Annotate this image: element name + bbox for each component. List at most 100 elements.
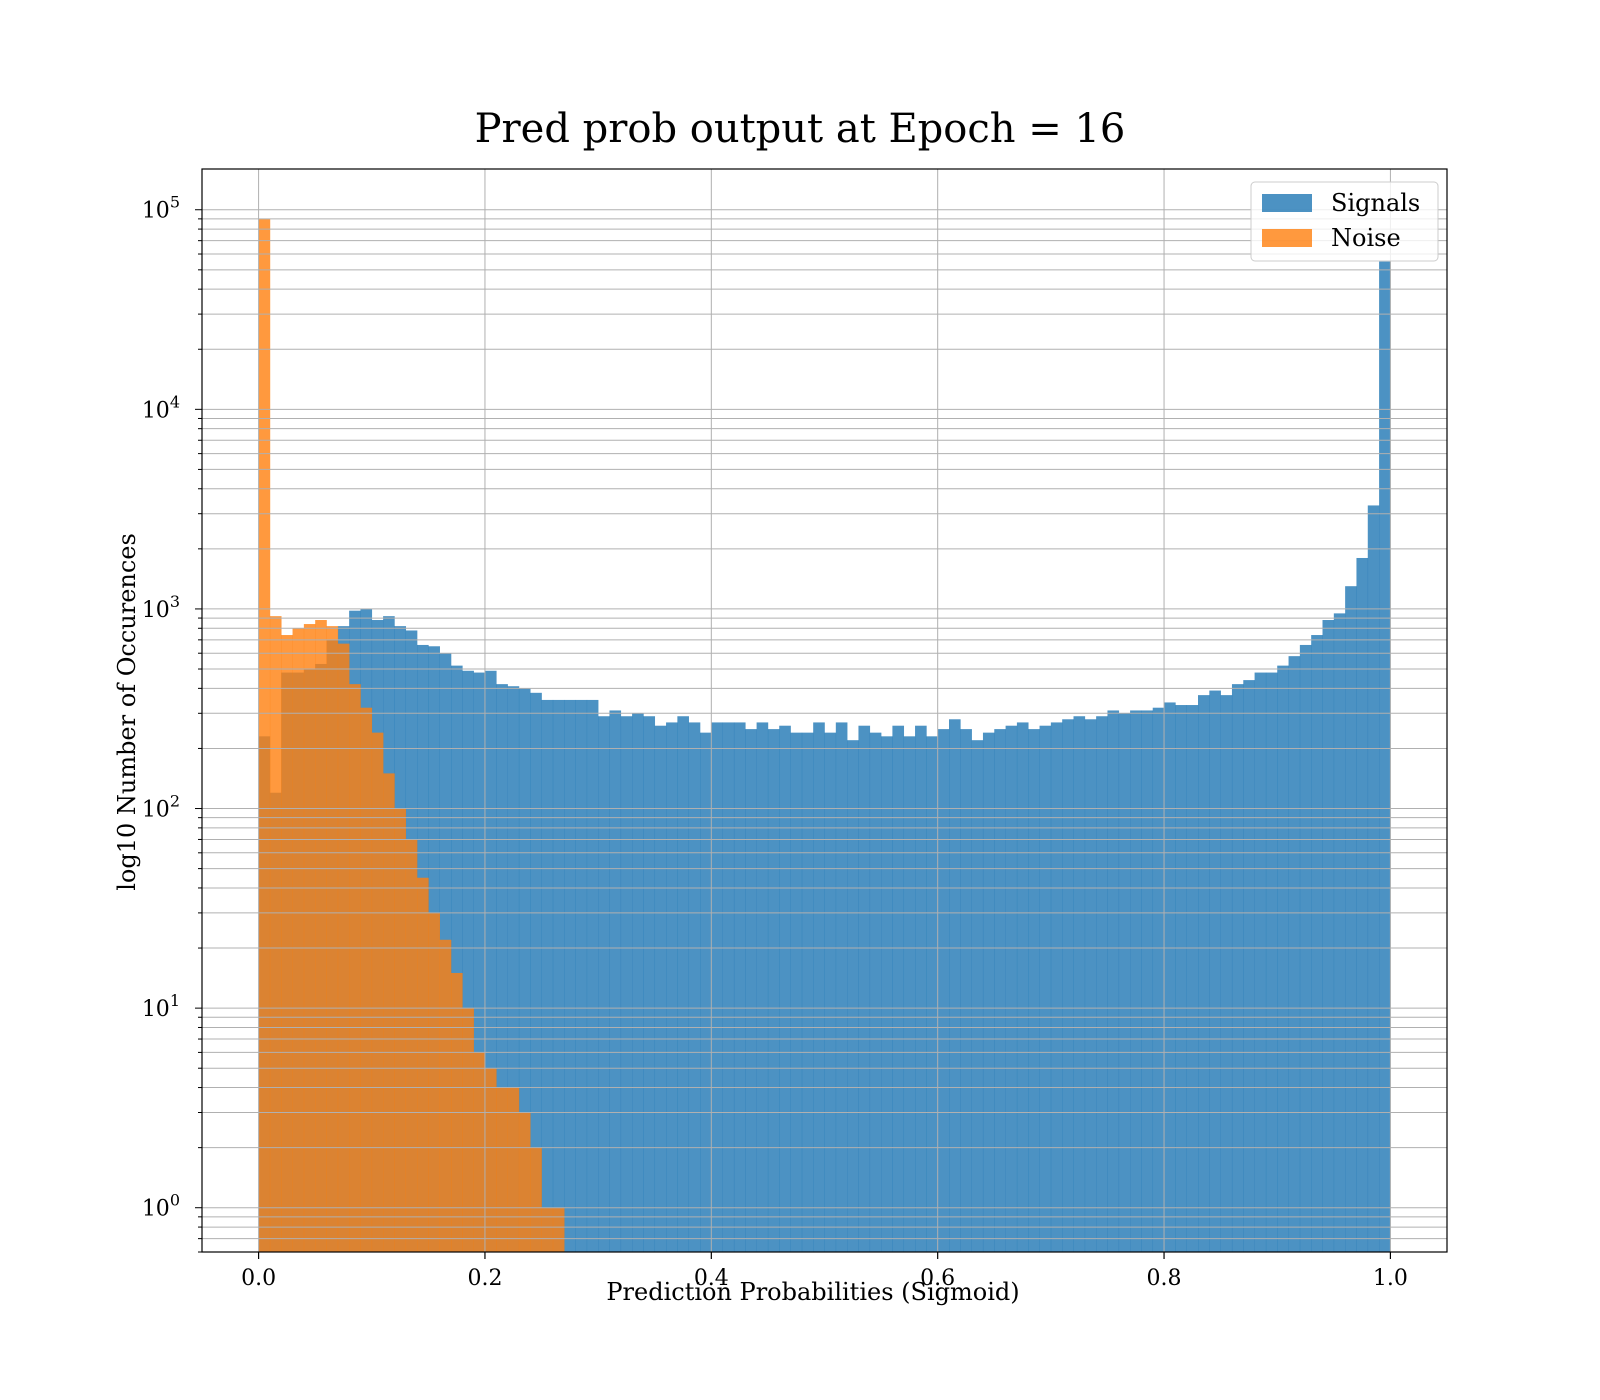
y-tick-label: 101 xyxy=(142,991,180,1022)
signals-bar xyxy=(1367,505,1380,1252)
signals-bar xyxy=(1084,719,1097,1252)
noise-bar xyxy=(484,1068,497,1252)
signals-bar xyxy=(926,736,938,1252)
noise-bar xyxy=(292,628,305,1252)
signals-bar xyxy=(677,716,689,1252)
signals-bar xyxy=(1311,635,1323,1252)
signals-bar xyxy=(484,670,497,1252)
signals-bar xyxy=(1333,613,1346,1252)
signals-bar xyxy=(1164,702,1176,1252)
signals-bar xyxy=(609,710,622,1252)
grid-group xyxy=(202,169,1447,1253)
noise-bar xyxy=(405,839,418,1252)
x-tick-label: 0.6 xyxy=(920,1266,955,1291)
y-tick-label: 104 xyxy=(142,392,180,423)
y-tick-label: 102 xyxy=(142,792,180,823)
signals-bar xyxy=(1016,722,1029,1252)
signals-bar xyxy=(620,716,633,1252)
signals-bar xyxy=(1107,710,1120,1252)
noise-bar xyxy=(439,939,452,1252)
signals-bar xyxy=(915,725,927,1252)
noise-bar xyxy=(269,616,282,1252)
noise-bar xyxy=(473,1052,486,1252)
signals-bar xyxy=(1073,716,1086,1252)
noise-bar xyxy=(518,1112,531,1252)
noise-bar xyxy=(383,773,395,1252)
noise-bar xyxy=(303,624,316,1252)
noise-bar xyxy=(552,1207,565,1252)
signals-bar xyxy=(881,736,893,1252)
signals-bar xyxy=(598,716,610,1252)
x-tick-label: 0.2 xyxy=(467,1266,502,1291)
signals-bar xyxy=(1039,725,1052,1252)
noise-bar xyxy=(507,1087,520,1252)
signals-bar xyxy=(564,699,576,1252)
signals-bar xyxy=(552,699,565,1252)
signals-bar xyxy=(869,732,882,1252)
signals-bar xyxy=(835,722,848,1252)
signals-bar xyxy=(994,729,1006,1252)
signals-bar xyxy=(1186,705,1199,1252)
signals-bar xyxy=(1265,672,1278,1252)
legend: Signals Noise xyxy=(1250,181,1439,262)
signals-bar xyxy=(779,725,791,1252)
signals-bar xyxy=(711,722,723,1252)
x-axis-label: Prediction Probabilities (Sigmoid) xyxy=(606,1278,1019,1306)
x-tick-label: 0.0 xyxy=(241,1266,276,1291)
signals-bar xyxy=(722,722,735,1252)
x-tick-label: 0.8 xyxy=(1147,1266,1182,1291)
signals-bar xyxy=(1220,695,1233,1252)
signals-bar xyxy=(1005,725,1018,1252)
plot-area: 0.0 0.2 0.4 0.6 0.8 1.0 100 101 102 103 104 105 Sign… xyxy=(142,168,1448,1291)
noise-bar xyxy=(360,707,373,1252)
signals-bar xyxy=(518,688,531,1252)
chart-title: Pred prob output at Epoch = 16 xyxy=(475,106,1126,152)
noise-bar xyxy=(371,732,384,1252)
signals-bar xyxy=(1231,684,1244,1252)
signals-bar xyxy=(1356,557,1369,1252)
signals-bar xyxy=(541,699,554,1252)
noise-bar xyxy=(462,1008,474,1252)
noise-bar xyxy=(349,684,361,1252)
signals-bar xyxy=(960,729,972,1252)
signals-bar xyxy=(1130,710,1142,1252)
signals-bar xyxy=(1028,729,1040,1252)
signals-bar xyxy=(643,716,656,1252)
y-tick-label: 100 xyxy=(142,1191,180,1222)
noise-bar xyxy=(315,620,327,1252)
y-tick-label: 103 xyxy=(142,592,180,623)
signals-bar xyxy=(1254,672,1267,1252)
noise-bar xyxy=(281,635,293,1252)
signals-bar xyxy=(756,722,769,1252)
signals-bar xyxy=(473,672,486,1252)
legend-label-noise: Noise xyxy=(1331,224,1401,252)
signals-bar xyxy=(937,729,950,1252)
signals-bar xyxy=(586,699,599,1252)
signals-bar xyxy=(1062,719,1074,1252)
signals-bar xyxy=(949,719,961,1252)
signals-bar xyxy=(1198,695,1210,1252)
signals-bar xyxy=(824,732,837,1252)
signals-bar xyxy=(1277,665,1289,1252)
signals-bar xyxy=(1050,722,1063,1252)
y-tick-label: 105 xyxy=(142,193,180,224)
noise-bar xyxy=(530,1147,542,1252)
signals-bar xyxy=(1288,656,1301,1252)
noise-bar xyxy=(541,1207,554,1252)
noise-bar xyxy=(394,808,407,1252)
signals-bar xyxy=(575,699,588,1252)
signals-bar xyxy=(666,722,678,1252)
signals-bar xyxy=(688,722,701,1252)
signals-bar xyxy=(903,736,916,1252)
legend-label-signals: Signals xyxy=(1331,189,1420,217)
noise-bar xyxy=(428,912,440,1252)
signals-bar xyxy=(654,725,667,1252)
x-tick-label: 0.4 xyxy=(694,1266,729,1291)
signals-bar xyxy=(745,729,757,1252)
noise-bar xyxy=(496,1087,508,1252)
signals-bar xyxy=(801,732,814,1252)
noise-bar xyxy=(417,877,429,1252)
signals-bar xyxy=(858,725,871,1252)
signals-bar xyxy=(733,722,746,1252)
legend-swatch-noise xyxy=(1262,229,1312,247)
